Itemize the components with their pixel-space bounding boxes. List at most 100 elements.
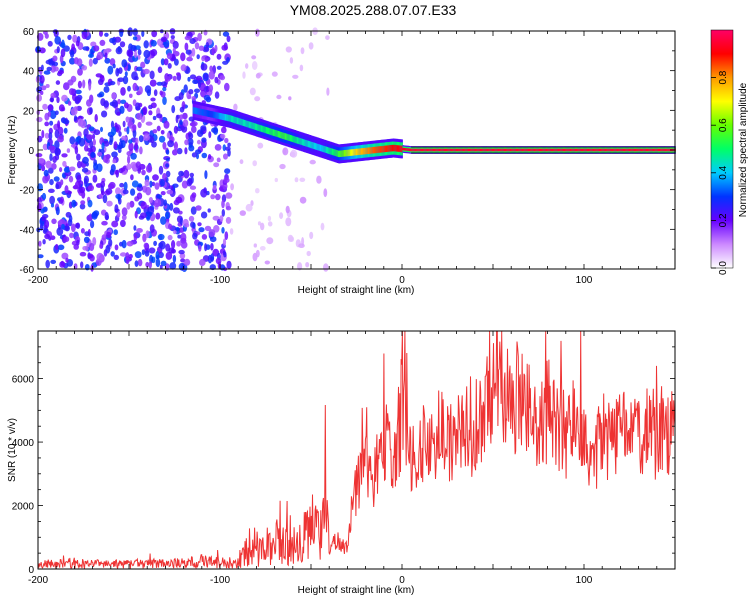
heatmap-cell xyxy=(104,52,108,60)
heatmap-ridge-cell xyxy=(200,108,202,116)
heatmap-cell xyxy=(152,129,158,134)
heatmap-cell xyxy=(68,214,73,223)
heatmap-cell xyxy=(132,82,138,92)
heatmap-cell xyxy=(195,75,203,82)
colorbar-gradient xyxy=(710,29,734,269)
heatmap-ridge-cell xyxy=(483,148,485,152)
heatmap-cell xyxy=(160,58,165,66)
heatmap-ridge-cell xyxy=(241,119,244,126)
heatmap-cell xyxy=(70,75,77,83)
heatmap-cell xyxy=(59,42,66,48)
heatmap-ridge-cell xyxy=(360,148,363,155)
heatmap-ridge-cell xyxy=(403,147,406,151)
heatmap-cell xyxy=(139,146,143,155)
heatmap-cell xyxy=(69,232,74,239)
heatmap-cell xyxy=(274,177,278,183)
heatmap-ridge-cell xyxy=(351,149,353,156)
heatmap-cell xyxy=(115,67,120,77)
heatmap-cell xyxy=(185,49,192,55)
heatmap-ridge-cell xyxy=(201,109,203,116)
heatmap-cell xyxy=(128,43,133,51)
heatmap-cell xyxy=(210,253,215,262)
heatmap-ridge-cell xyxy=(257,124,259,131)
heatmap-ridge-cell xyxy=(295,136,297,144)
heatmap-ridge-cell xyxy=(192,107,195,114)
heatmap-cell xyxy=(40,222,44,231)
heatmap-cell xyxy=(166,52,173,60)
heatmap-ridge-cell xyxy=(666,148,669,152)
heatmap-cell xyxy=(71,223,76,233)
heatmap-ridge-cell xyxy=(387,145,389,152)
heatmap-cell xyxy=(60,48,66,58)
heatmap-cell xyxy=(99,243,103,249)
heatmap-cell xyxy=(120,219,126,228)
heatmap-ridge-cell xyxy=(392,144,395,152)
heatmap-ridge-cell xyxy=(451,148,454,152)
heatmap-ridge-cell xyxy=(273,129,276,136)
heatmap-cell xyxy=(116,111,121,116)
heatmap-cell xyxy=(127,49,134,58)
heatmap-ridge-cell xyxy=(340,150,342,157)
heatmap-cell xyxy=(168,223,173,230)
heatmap-cell xyxy=(150,40,157,47)
heatmap-ridge-cell xyxy=(209,110,211,118)
y-tick-label: 20 xyxy=(23,106,35,117)
heatmap-ridge-cell xyxy=(347,149,350,157)
heatmap-ridge-cell xyxy=(653,148,656,152)
heatmap-cell xyxy=(104,212,109,221)
heatmap-cell xyxy=(225,192,233,199)
heatmap-ridge-cell xyxy=(530,148,532,152)
heatmap-ridge-cell xyxy=(256,123,258,131)
heatmap-cell xyxy=(78,137,86,147)
x-tick-label: 100 xyxy=(576,575,593,586)
heatmap-cell xyxy=(216,53,222,60)
heatmap-ridge-cell xyxy=(576,148,578,152)
heatmap-cell xyxy=(230,183,235,191)
heatmap-cell xyxy=(197,32,202,42)
heatmap-cell xyxy=(126,202,131,210)
heatmap-cell xyxy=(50,92,56,99)
heatmap-cell xyxy=(110,120,115,129)
heatmap-cell xyxy=(323,188,328,198)
heatmap-cell xyxy=(271,71,278,77)
heatmap-cell xyxy=(149,224,155,233)
heatmap-ridge-cell xyxy=(239,118,242,125)
heatmap-cell xyxy=(82,79,86,89)
heatmap-ridge-cell xyxy=(235,117,237,124)
heatmap-cell xyxy=(99,30,103,37)
heatmap-cell xyxy=(172,254,177,264)
heatmap-cell xyxy=(289,57,294,64)
heatmap-cell xyxy=(201,56,206,62)
heatmap-ridge-cell xyxy=(220,113,222,120)
heatmap-ridge-cell xyxy=(435,148,437,152)
heatmap-ridge-cell xyxy=(524,148,527,152)
heatmap-ridge-cell xyxy=(659,148,661,152)
heatmap-ridge-cell xyxy=(270,128,272,135)
heatmap-cell xyxy=(191,125,197,133)
heatmap-ridge-cell xyxy=(426,148,428,152)
heatmap-cell xyxy=(111,126,117,136)
heatmap-ridge-cell xyxy=(317,143,319,151)
heatmap-ridge-cell xyxy=(436,148,438,152)
heatmap-cell xyxy=(180,232,187,242)
colorbar-tick-label: 0.2 xyxy=(718,213,729,227)
heatmap-ridge-cell xyxy=(217,112,220,119)
y-tick-label: -60 xyxy=(20,265,35,276)
heatmap-cell xyxy=(135,102,141,111)
heatmap-ridge-cell xyxy=(496,148,498,152)
heatmap-cell xyxy=(62,119,70,125)
heatmap-cell xyxy=(39,47,46,54)
colorbar-tick-label: 0.4 xyxy=(718,165,729,179)
heatmap-cell xyxy=(118,67,123,74)
heatmap-ridge-cell xyxy=(286,133,289,141)
heatmap-cell xyxy=(126,126,130,135)
heatmap-cell xyxy=(276,94,282,100)
heatmap-ridge-cell xyxy=(502,148,505,152)
heatmap-cell xyxy=(267,215,272,222)
heatmap-ridge-cell xyxy=(230,115,233,123)
heatmap-cell xyxy=(166,132,171,139)
heatmap-cell xyxy=(117,45,122,53)
heatmap-ridge-cell xyxy=(371,147,374,154)
heatmap-cell xyxy=(75,222,80,229)
heatmap-ridge-cell xyxy=(213,111,215,119)
